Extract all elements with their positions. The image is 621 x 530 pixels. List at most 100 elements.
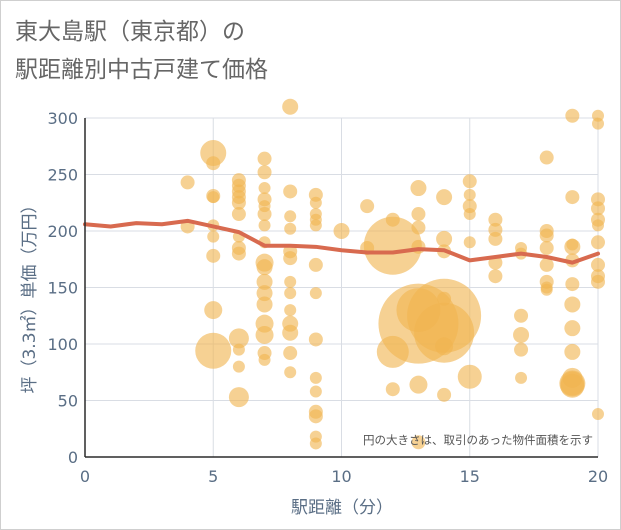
size-annotation: 円の大きさは、取引のあった物件面積を示す [363,433,593,447]
data-bubble [436,230,453,247]
data-bubble [204,301,223,320]
data-bubble [207,191,220,204]
data-bubble [308,409,323,424]
data-bubble [282,324,299,341]
y-tick-label: 100 [47,335,78,354]
data-bubble [283,184,298,199]
data-bubble [463,236,476,249]
data-bubble [283,251,298,266]
data-bubble [463,188,476,201]
data-bubble [309,385,322,398]
data-bubble [435,337,454,356]
data-bubble [591,257,605,272]
x-tick-label: 5 [208,467,218,486]
data-bubble [539,257,554,272]
data-bubble [411,220,426,235]
data-bubble [360,199,375,214]
data-bubble [284,275,297,288]
data-bubble [462,174,477,189]
data-bubble [207,230,220,243]
data-bubble [206,156,221,171]
data-bubble [228,328,249,349]
data-bubble [564,296,581,313]
data-bubble [282,98,299,115]
data-bubble [256,296,273,313]
data-bubble [363,216,422,275]
data-bubble [514,342,529,357]
data-bubble [591,235,605,250]
data-bubble [228,387,249,408]
data-bubble [591,274,605,289]
data-bubble [308,332,323,347]
y-tick-label: 150 [47,279,78,298]
data-bubble [309,371,322,384]
data-bubble [488,212,503,227]
data-bubble [257,151,272,166]
x-axis-label: 駅距離（分） [291,498,393,518]
data-bubble [488,231,503,246]
data-bubble [309,437,322,450]
data-bubble [309,219,322,232]
data-bubble [592,117,604,130]
x-tick-label: 15 [460,467,480,486]
data-bubble [231,207,246,222]
data-bubble [488,269,503,284]
data-bubble [284,304,297,317]
data-bubble [436,189,453,206]
chart-title: 東大島駅（東京都）の [15,19,245,45]
data-bubble [231,246,246,261]
data-bubble [564,238,581,255]
data-bubble [257,165,272,180]
data-bubble [257,207,272,222]
data-bubble [437,387,452,402]
grid-lines [85,117,599,457]
data-bubble [283,346,298,361]
data-bubble [560,373,585,398]
y-axis-label: 坪（3.3㎡）単価（万円） [20,196,40,393]
data-bubble [232,343,245,356]
y-tick-label: 250 [47,166,78,185]
data-bubble [232,360,245,373]
data-bubble [256,285,273,302]
data-bubble [592,219,604,232]
x-tick-label: 0 [80,467,90,486]
data-bubble [515,371,528,384]
y-tick-label: 300 [47,109,78,128]
data-bubble [565,277,580,292]
average-price-line [83,218,600,265]
bubble-layer [180,98,605,450]
data-bubble [539,228,554,243]
chart-subtitle: 駅距離別中古戸建て価格 [15,57,268,83]
data-bubble [180,175,195,190]
data-bubble [284,222,297,235]
x-tick-label: 20 [588,467,608,486]
data-bubble [411,435,426,450]
data-bubble [309,196,322,209]
y-tick-label: 200 [47,222,78,241]
data-bubble [463,208,476,221]
data-bubble [284,366,297,379]
data-bubble [258,219,271,232]
data-bubble [195,332,232,369]
data-bubble [206,248,221,263]
data-bubble [284,287,297,300]
data-bubble [231,195,246,210]
data-bubble [592,408,604,421]
data-bubble [539,150,554,165]
data-bubble [256,273,273,290]
data-bubble [333,223,350,239]
data-bubble [414,302,475,363]
data-bubble [564,343,581,360]
axis-layer: 0 50 100 150 200 250 300 0 5 10 15 20 [47,109,608,486]
x-tick-label: 10 [331,467,351,486]
line-layer [83,218,600,265]
data-bubble [308,257,323,272]
data-bubble [385,382,400,397]
data-bubble [514,308,529,323]
data-bubble [258,353,271,366]
data-bubble [564,320,581,337]
data-bubble [258,182,271,195]
data-bubble [565,108,580,123]
